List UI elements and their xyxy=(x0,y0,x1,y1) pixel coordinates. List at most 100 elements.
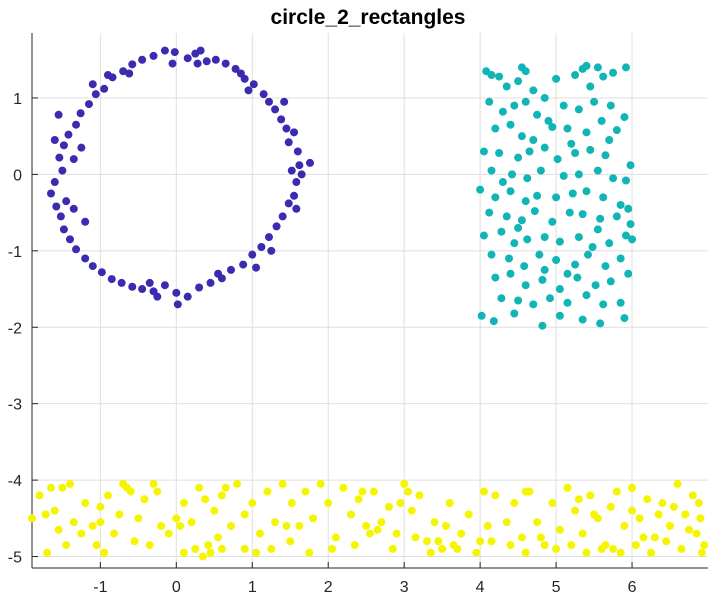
data-point-cluster-3 xyxy=(438,544,447,553)
data-point-cluster-3 xyxy=(164,529,173,538)
data-point-cluster-2 xyxy=(616,254,625,263)
data-point-cluster-2 xyxy=(535,250,544,259)
data-point-cluster-3 xyxy=(110,529,119,538)
data-point-cluster-3 xyxy=(282,521,291,530)
data-point-cluster-3 xyxy=(502,518,511,527)
data-point-cluster-2 xyxy=(620,113,629,122)
data-point-cluster-3 xyxy=(571,506,580,515)
data-point-cluster-2 xyxy=(502,82,511,91)
data-point-cluster-2 xyxy=(533,191,542,200)
data-point-cluster-2 xyxy=(497,227,506,236)
data-point-cluster-1 xyxy=(138,285,147,294)
data-point-cluster-2 xyxy=(538,275,547,284)
data-point-cluster-2 xyxy=(606,101,615,110)
data-point-cluster-1 xyxy=(64,130,73,139)
data-point-cluster-3 xyxy=(635,514,644,523)
data-point-cluster-3 xyxy=(647,548,656,557)
data-point-cluster-3 xyxy=(445,499,454,508)
data-point-cluster-1 xyxy=(183,54,192,63)
data-point-cluster-1 xyxy=(69,204,78,213)
data-point-cluster-1 xyxy=(76,109,85,118)
data-point-cluster-2 xyxy=(606,277,615,286)
data-point-cluster-3 xyxy=(578,529,587,538)
data-point-cluster-3 xyxy=(62,541,71,550)
data-point-cluster-2 xyxy=(601,262,610,271)
data-point-cluster-3 xyxy=(574,495,583,504)
data-point-cluster-2 xyxy=(487,166,496,175)
data-point-cluster-3 xyxy=(77,529,86,538)
data-point-cluster-1 xyxy=(252,263,261,272)
data-point-cluster-3 xyxy=(631,541,640,550)
data-point-cluster-2 xyxy=(621,231,630,240)
data-point-cluster-2 xyxy=(578,210,587,219)
data-point-cluster-2 xyxy=(571,148,580,157)
data-point-cluster-3 xyxy=(176,521,185,530)
data-point-cluster-1 xyxy=(168,59,177,68)
data-point-cluster-2 xyxy=(523,235,532,244)
data-point-cluster-1 xyxy=(249,80,258,89)
data-point-cluster-3 xyxy=(240,544,249,553)
data-point-cluster-2 xyxy=(487,250,496,259)
data-point-cluster-1 xyxy=(173,300,182,309)
data-point-cluster-1 xyxy=(50,136,59,144)
data-point-cluster-2 xyxy=(485,97,494,106)
data-point-cluster-2 xyxy=(626,220,635,229)
data-point-cluster-2 xyxy=(514,77,523,86)
data-point-cluster-2 xyxy=(590,97,599,106)
data-point-cluster-3 xyxy=(453,544,462,553)
data-point-cluster-2 xyxy=(616,298,625,307)
data-point-cluster-1 xyxy=(72,245,81,254)
data-point-cluster-2 xyxy=(609,68,618,77)
data-point-cluster-3 xyxy=(609,544,618,553)
data-point-cluster-2 xyxy=(540,265,549,274)
data-point-cluster-3 xyxy=(195,483,204,492)
data-point-cluster-2 xyxy=(571,71,580,80)
data-point-cluster-1 xyxy=(54,110,63,119)
data-point-cluster-3 xyxy=(145,541,154,550)
data-point-cluster-3 xyxy=(140,495,149,504)
data-point-cluster-1 xyxy=(56,212,65,221)
data-point-cluster-3 xyxy=(58,483,67,492)
data-point-cluster-2 xyxy=(599,193,608,202)
data-point-cluster-2 xyxy=(506,269,515,278)
data-point-cluster-2 xyxy=(479,147,488,156)
data-point-cluster-2 xyxy=(477,311,486,320)
data-point-cluster-2 xyxy=(578,64,587,73)
data-point-cluster-3 xyxy=(217,544,226,553)
data-point-cluster-3 xyxy=(540,541,549,550)
data-point-cluster-1 xyxy=(125,69,134,78)
data-point-cluster-3 xyxy=(555,525,564,534)
data-point-cluster-3 xyxy=(366,529,374,538)
data-point-cluster-3 xyxy=(415,491,424,500)
data-point-cluster-2 xyxy=(508,170,517,179)
data-point-cluster-3 xyxy=(96,518,105,527)
data-point-cluster-1 xyxy=(293,147,302,156)
data-point-cluster-3 xyxy=(472,548,481,557)
data-point-cluster-1 xyxy=(211,55,220,64)
data-point-cluster-2 xyxy=(578,315,587,324)
data-point-cluster-1 xyxy=(290,191,299,200)
data-point-cluster-3 xyxy=(620,521,629,530)
data-point-cluster-1 xyxy=(153,292,162,301)
data-point-cluster-3 xyxy=(696,514,705,523)
data-point-cluster-1 xyxy=(128,282,137,291)
data-point-cluster-3 xyxy=(69,518,78,527)
data-point-cluster-2 xyxy=(514,296,523,305)
data-point-cluster-2 xyxy=(574,105,583,114)
data-point-cluster-2 xyxy=(533,110,542,119)
data-point-cluster-1 xyxy=(284,199,293,208)
data-point-cluster-2 xyxy=(514,153,523,162)
data-point-cluster-3 xyxy=(201,495,210,504)
data-point-cluster-2 xyxy=(563,124,572,133)
data-point-cluster-3 xyxy=(324,499,333,508)
data-point-cluster-2 xyxy=(555,237,564,246)
data-point-cluster-1 xyxy=(103,71,112,80)
data-point-cluster-3 xyxy=(411,533,420,542)
data-point-cluster-1 xyxy=(280,97,289,106)
data-points xyxy=(28,46,709,561)
data-point-cluster-3 xyxy=(487,537,496,546)
data-point-cluster-1 xyxy=(107,275,116,284)
data-point-cluster-1 xyxy=(264,97,273,106)
data-point-cluster-2 xyxy=(521,67,530,76)
axes xyxy=(31,33,708,569)
